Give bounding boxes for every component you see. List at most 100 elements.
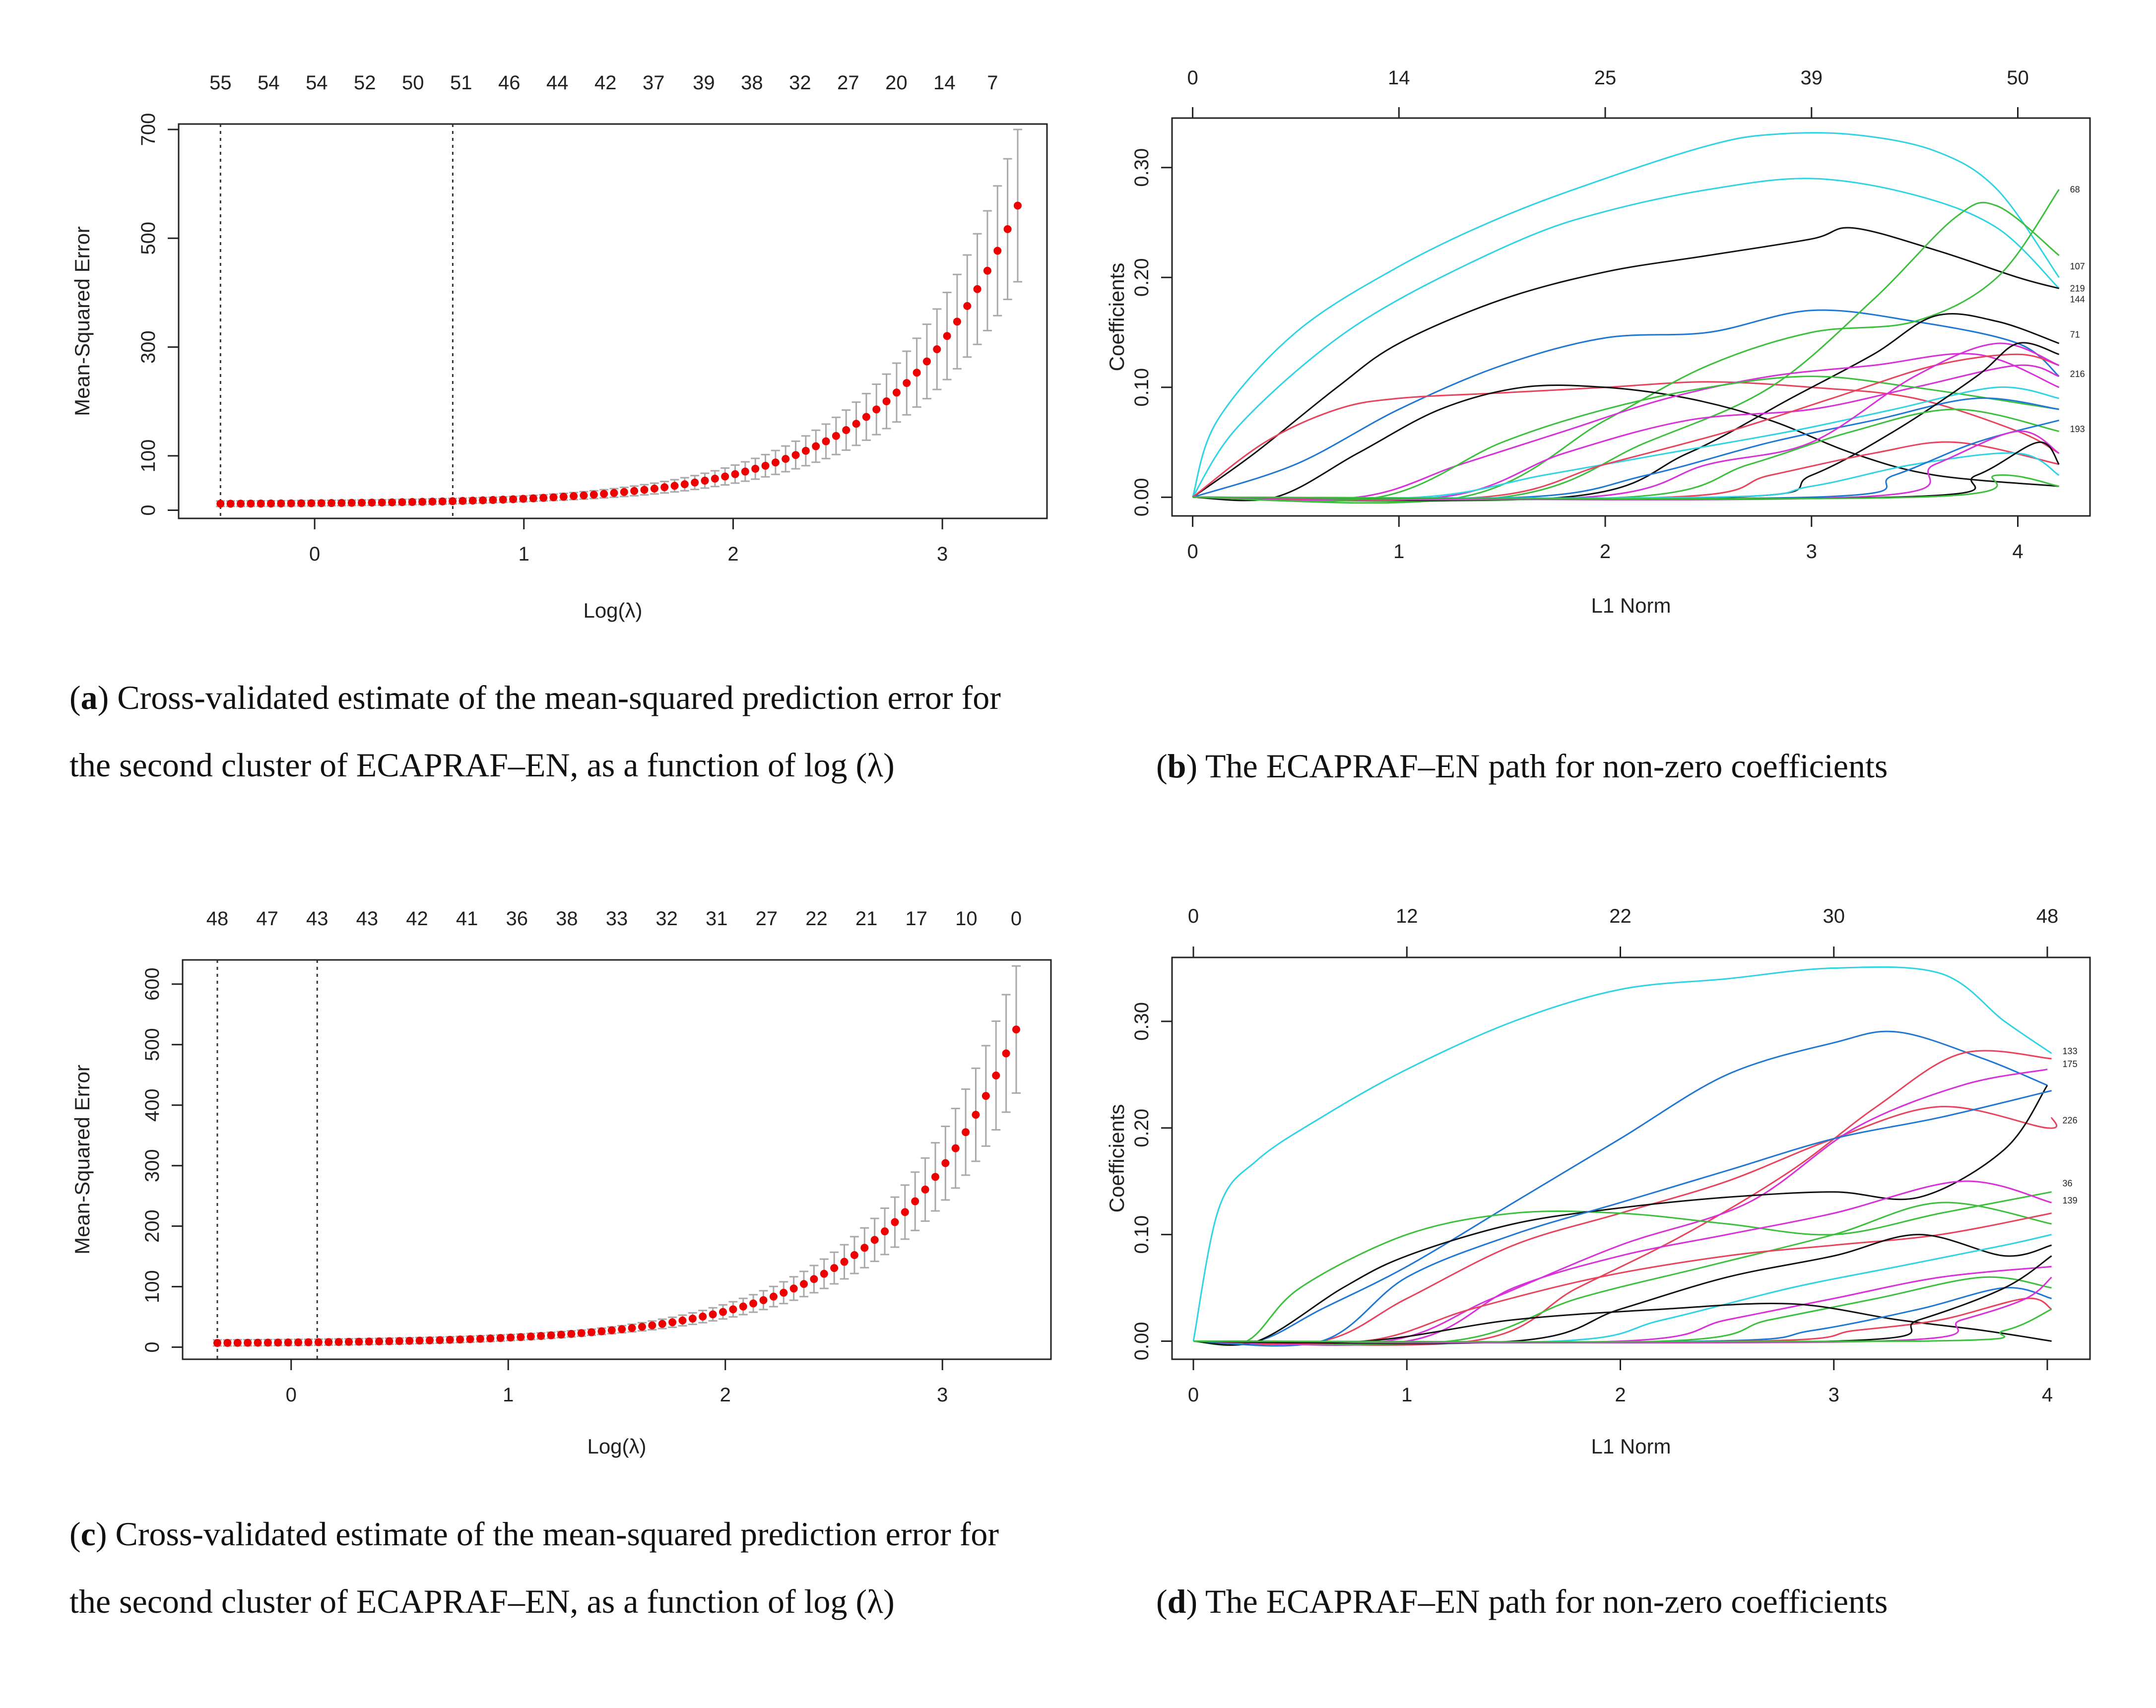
a-mse-point	[741, 467, 749, 476]
b-y-tick-label: 0.00	[1131, 478, 1153, 516]
c-top-tick-label: 41	[456, 908, 478, 930]
c-mse-point	[881, 1227, 889, 1236]
c-mse-point	[213, 1339, 221, 1347]
a-mse-point	[368, 499, 376, 507]
a-x-axis-label: Log(λ)	[583, 599, 642, 622]
c-x-tick-label: 2	[720, 1384, 731, 1406]
c-top-tick-label: 48	[206, 908, 229, 930]
c-top-tick-label: 43	[306, 908, 328, 930]
c-mse-point	[749, 1299, 758, 1308]
a-mse-point	[509, 495, 518, 504]
d-coef-path	[1193, 1090, 2052, 1347]
a-mse-point	[267, 499, 275, 507]
b-plot-frame	[1171, 117, 2091, 517]
c-mse-point	[972, 1111, 980, 1119]
a-mse-point	[751, 464, 760, 473]
c-top-tick-label: 43	[356, 908, 379, 930]
d-x-tick-label: 3	[1829, 1384, 1839, 1406]
b-top-tick-label: 25	[1594, 67, 1617, 89]
b-x-tick-label: 2	[1600, 541, 1611, 563]
a-x-tick-label: 1	[519, 543, 529, 565]
c-mse-point	[688, 1315, 697, 1323]
d-y-tick-label: 0.10	[1131, 1215, 1153, 1254]
d-path-end-label: 133	[2063, 1046, 2078, 1056]
c-y-tick-label: 500	[141, 1028, 163, 1061]
caption-c: (c) Cross-validated estimate of the mean…	[69, 1515, 999, 1620]
a-top-tick-label: 7	[987, 72, 998, 94]
c-top-tick-label: 22	[805, 908, 828, 930]
b-coef-path	[1192, 474, 2059, 500]
c-mse-point	[668, 1318, 677, 1327]
a-mse-point	[711, 474, 719, 483]
c-mse-point	[850, 1251, 858, 1259]
a-top-tick-label: 27	[837, 72, 859, 94]
a-y-tick-label: 100	[137, 440, 159, 473]
c-mse-point	[719, 1308, 727, 1316]
d-coef-path	[1193, 1069, 2048, 1345]
c-mse-point	[931, 1173, 939, 1181]
c-mse-point	[699, 1312, 707, 1321]
c-mse-point	[648, 1321, 656, 1329]
d-top-tick-label: 22	[1609, 905, 1632, 927]
d-coef-path	[1193, 1106, 2057, 1345]
c-mse-point	[607, 1326, 616, 1334]
d-coef-path	[1193, 1287, 2052, 1343]
b-top-tick-label: 39	[1801, 67, 1823, 89]
a-mse-point	[822, 437, 830, 445]
d-y-axis-label: Coefficients	[1105, 1104, 1128, 1213]
b-coef-path	[1192, 189, 2060, 504]
c-mse-point	[1002, 1049, 1010, 1058]
a-top-tick-label: 32	[789, 72, 811, 94]
c-mse-point	[314, 1338, 323, 1346]
c-mse-point	[223, 1338, 232, 1347]
a-mse-point	[458, 497, 467, 505]
a-mse-point	[327, 499, 336, 507]
d-x-tick-label: 1	[1401, 1384, 1412, 1406]
a-mse-point	[247, 500, 255, 508]
c-mse-point	[628, 1324, 636, 1332]
a-x-tick-label: 3	[937, 543, 948, 565]
c-mse-point	[436, 1336, 444, 1344]
a-top-tick-label: 20	[885, 72, 908, 94]
c-plot-frame	[182, 959, 1052, 1360]
panel-a-cv-chart: 0 1 2 3 0 100 300 500 700 55 54 54 52 50 51 46 44 42 37 39 3…	[70, 72, 1048, 622]
c-mse-point	[709, 1310, 717, 1319]
c-mse-point	[567, 1329, 576, 1338]
b-coef-path	[1192, 178, 2060, 498]
c-top-tick-label: 27	[756, 908, 778, 930]
a-mse-point	[782, 455, 790, 463]
a-mse-point	[378, 498, 386, 506]
a-mse-point	[993, 247, 1002, 255]
d-path-end-label: 139	[2063, 1196, 2078, 1205]
caption-d-text: ) The ECAPRAF–EN path for non-zero coeff…	[1186, 1582, 1888, 1620]
c-mse-point	[840, 1258, 849, 1266]
d-x-axis-label: L1 Norm	[1591, 1435, 1671, 1458]
a-mse-point	[489, 496, 497, 504]
c-mse-point	[274, 1338, 282, 1347]
d-x-tick-label: 4	[2042, 1384, 2053, 1406]
c-mse-point	[526, 1332, 535, 1341]
panel-b-path-chart: 0 1 2 3 4 0.00 0.10 0.20 0.30 0 14 25 39 50 L1 Norm Coe…	[1105, 67, 2091, 617]
a-mse-point	[812, 442, 820, 450]
b-coef-path	[1192, 132, 2060, 498]
b-path-end-label: 193	[2070, 424, 2085, 434]
a-top-tick-label: 52	[354, 72, 376, 94]
d-coef-path	[1193, 1234, 2052, 1344]
b-x-tick-label: 1	[1393, 541, 1404, 563]
a-mse-point	[297, 499, 306, 507]
c-mse-point	[476, 1334, 484, 1343]
a-top-tick-label: 37	[643, 72, 665, 94]
a-mse-point	[892, 388, 901, 397]
c-y-tick-label: 0	[141, 1341, 163, 1352]
a-mse-point	[771, 458, 780, 467]
a-mse-point	[701, 476, 709, 485]
a-mse-point	[791, 451, 800, 459]
c-y-axis-label: Mean-Squared Error	[70, 1065, 94, 1255]
d-top-tick-label: 30	[1823, 905, 1845, 927]
a-mse-point	[499, 496, 507, 504]
a-mse-point	[600, 490, 608, 498]
c-top-tick-label: 32	[655, 908, 678, 930]
